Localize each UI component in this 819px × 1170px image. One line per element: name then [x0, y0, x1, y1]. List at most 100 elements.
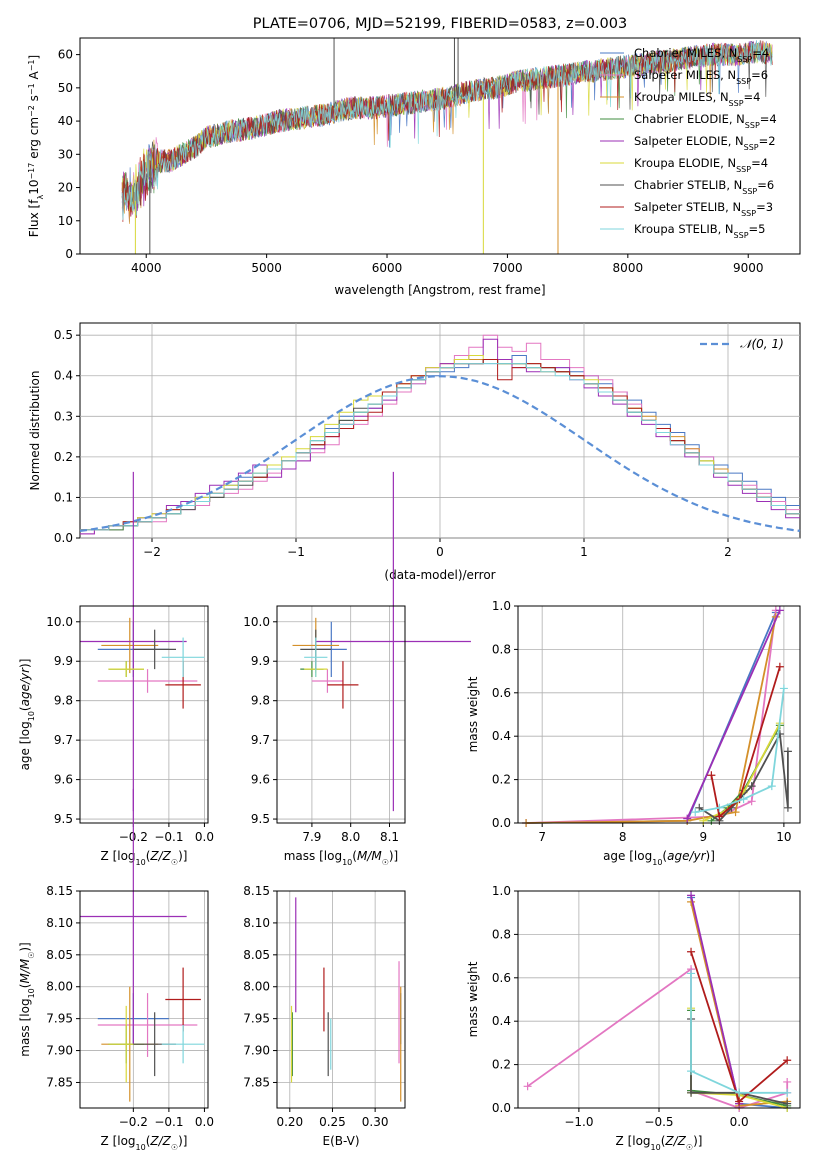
- label-part: =4: [752, 46, 769, 60]
- x-tick-label: 7000: [492, 261, 523, 275]
- label-part: SSP: [745, 121, 760, 130]
- axes-frame: [276, 890, 406, 1109]
- spectrum-series-line: [121, 41, 773, 213]
- z-weight-panel: −1.0 −0.5 0.0 0.0 0.2 0.4 0.6 0.8 1.0 Z [log10(Z/…: [466, 884, 801, 1152]
- y-tick-label: 0.2: [492, 1058, 511, 1072]
- label-part: (: [146, 1134, 151, 1148]
- y-tick-label: 60: [58, 48, 73, 62]
- label-part: Flux [f: [27, 199, 41, 237]
- label-part: 10: [652, 858, 662, 867]
- label-part: (: [352, 849, 357, 863]
- label-part: (: [661, 1134, 666, 1148]
- y-tick-label: 9.5: [251, 812, 270, 826]
- axes-frame: [79, 605, 209, 824]
- x-tick-label: −0.2: [119, 1115, 148, 1129]
- x-tick-label: −1: [287, 545, 305, 559]
- plus-marker: [715, 812, 724, 821]
- weight-series-line: [710, 666, 781, 819]
- y-tick-label: 0.8: [492, 642, 511, 656]
- chart-title: PLATE=0706, MJD=52199, FIBERID=0583, z=0…: [253, 16, 627, 32]
- label-part: (: [18, 984, 32, 989]
- plus-marker: [775, 730, 784, 739]
- label-part: =2: [759, 134, 776, 148]
- x-axis-label: Z [log10(Z/Z☉)]: [101, 849, 188, 867]
- plus-marker: [683, 814, 692, 823]
- plus-marker: [779, 684, 788, 693]
- y-tick-label: 40: [58, 114, 73, 128]
- label-part: Salpeter MILES, N: [634, 68, 736, 82]
- label-part: Salpeter STELIB, N: [634, 200, 741, 214]
- label-part: )]: [178, 1134, 187, 1148]
- x-tick-label: 8000: [613, 261, 644, 275]
- label-part: ☉: [686, 1143, 693, 1152]
- label-part: s: [27, 95, 41, 105]
- label-part: M/M: [18, 958, 32, 983]
- y-tick-label: 0.6: [492, 686, 511, 700]
- y-tick-label: 20: [58, 181, 73, 195]
- x-tick-label: 0.30: [362, 1115, 389, 1129]
- histogram-series: [80, 363, 800, 531]
- y-tick-label: 7.90: [243, 1044, 270, 1058]
- x-tick-label: −1.0: [564, 1115, 593, 1129]
- plus-marker: [691, 808, 700, 817]
- axes-frame: [276, 605, 406, 824]
- y-tick-label: 0.4: [492, 729, 511, 743]
- label-part: Z [log: [616, 1134, 651, 1148]
- y-tick-label: 0.5: [54, 328, 73, 342]
- label-part: ☉: [27, 952, 36, 959]
- ebv-mass-panel: 0.20 0.25 0.30 7.85 7.90 7.95 8.00 8.05 8.10 8.15…: [243, 884, 406, 1148]
- label-part: Z/Z: [664, 1134, 686, 1148]
- y-tick-label: 9.7: [54, 733, 73, 747]
- plus-marker: [783, 1088, 792, 1097]
- label-part: SSP: [734, 231, 749, 240]
- label-part: )]: [178, 849, 187, 863]
- y-tick-label: 30: [58, 147, 73, 161]
- y-tick-label: 7.95: [46, 1012, 73, 1026]
- plus-marker: [687, 969, 696, 978]
- label-part: −1: [27, 83, 36, 95]
- spectrum-lines: [121, 38, 773, 254]
- y-tick-label: 9.6: [251, 773, 270, 787]
- label-part: 10: [136, 858, 146, 867]
- label-part: erg cm: [27, 117, 41, 163]
- z-mass-panel: −0.2 −0.1 0.0 7.85 7.90 7.95 8.00 8.05 8.10 8.15 Z…: [18, 788, 214, 1152]
- x-axis-label: E(B-V): [322, 1134, 359, 1148]
- label-part: Kroupa ELODIE, N: [634, 156, 736, 170]
- y-tick-label: 0.4: [54, 369, 73, 383]
- x-axis-label: mass [log10(M/M☉)]: [284, 849, 399, 867]
- y-tick-label: 7.85: [243, 1075, 270, 1089]
- y-tick-label: 7.90: [46, 1044, 73, 1058]
- label-part: Salpeter ELODIE, N: [634, 134, 744, 148]
- plus-marker: [687, 891, 696, 900]
- plus-marker: [707, 771, 716, 780]
- y-tick-label: 9.9: [54, 654, 73, 668]
- y-tick-label: 0.6: [492, 971, 511, 985]
- label-part: 10: [342, 858, 352, 867]
- legend-entry: Chabrier STELIB, NSSP=6: [634, 178, 774, 196]
- label-part: SSP: [736, 77, 751, 86]
- label-part: Z [log: [101, 849, 136, 863]
- y-tick-label: 8.10: [243, 916, 270, 930]
- plus-marker: [687, 1067, 696, 1076]
- y-tick-label: 1.0: [492, 884, 511, 898]
- y-tick-label: 9.8: [54, 694, 73, 708]
- y-tick-label: 0.4: [492, 1014, 511, 1028]
- y-tick-label: 0.0: [492, 1101, 511, 1115]
- x-tick-label: 2: [724, 545, 732, 559]
- legend-entry: Salpeter ELODIE, NSSP=2: [634, 134, 776, 152]
- legend-entry: Salpeter STELIB, NSSP=3: [634, 200, 773, 218]
- z-age-panel: −0.2 −0.1 0.09.59.69.79.89.910.0Z [log10(Z…: [18, 471, 214, 867]
- label-part: )]: [18, 942, 32, 951]
- label-part: Z/Z: [149, 1134, 171, 1148]
- label-part: age/yr: [18, 667, 32, 706]
- label-part: =4: [760, 112, 777, 126]
- label-part: =5: [749, 222, 766, 236]
- x-axis-label: (data-model)/error: [384, 568, 495, 582]
- y-tick-label: 10.0: [46, 615, 73, 629]
- y-axis-label: mass weight: [466, 676, 480, 752]
- label-part: Z/Z: [149, 849, 171, 863]
- label-part: )]: [389, 849, 398, 863]
- plus-marker: [735, 1097, 744, 1106]
- y-tick-label: 7.85: [46, 1075, 73, 1089]
- x-tick-label: 7.9: [302, 830, 321, 844]
